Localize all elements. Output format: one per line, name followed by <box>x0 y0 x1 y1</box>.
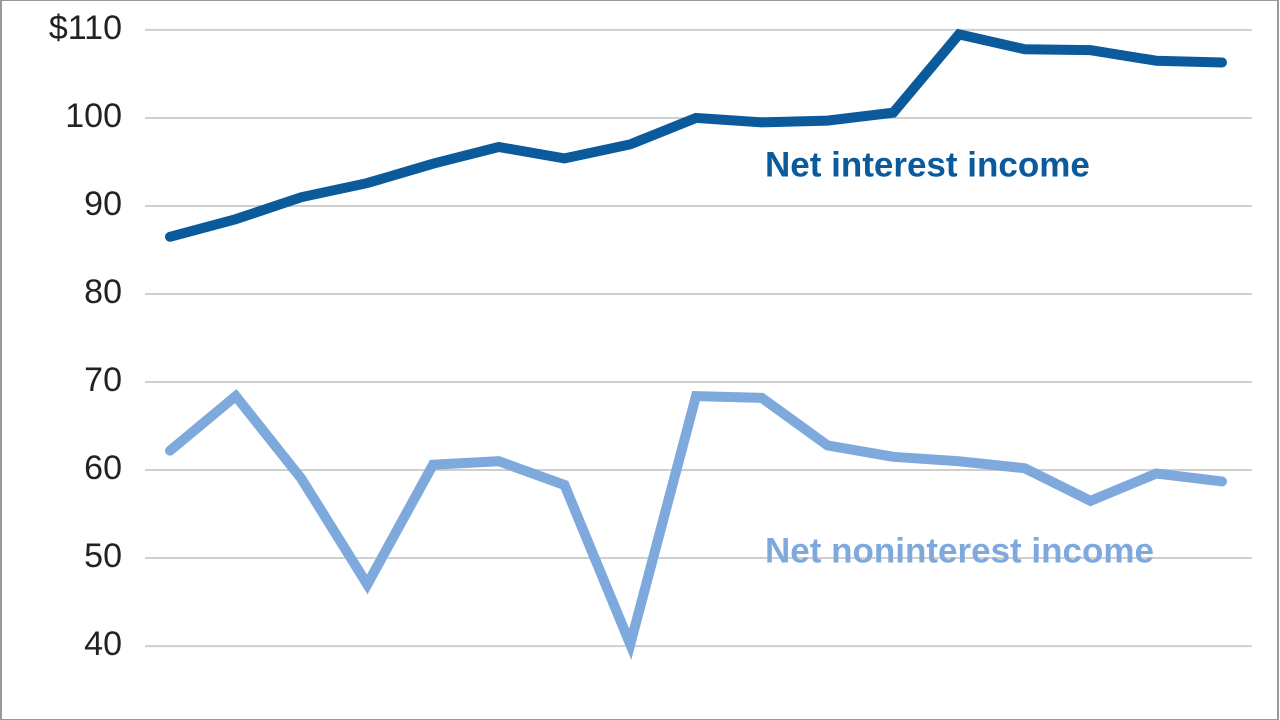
y-tick-label: 90 <box>84 185 122 223</box>
y-tick-label: $110 <box>49 9 122 47</box>
series-line <box>165 28 1227 242</box>
y-tick-label: 50 <box>84 537 122 575</box>
y-tick-label: 60 <box>84 449 122 487</box>
y-tick-label: 40 <box>84 625 122 663</box>
y-tick-label: 100 <box>65 97 122 135</box>
y-tick-label: 70 <box>84 361 122 399</box>
series-label: Net noninterest income <box>765 531 1154 570</box>
series-label: Net interest income <box>765 145 1090 184</box>
y-tick-label: 80 <box>84 273 122 311</box>
series-line <box>165 388 1227 660</box>
